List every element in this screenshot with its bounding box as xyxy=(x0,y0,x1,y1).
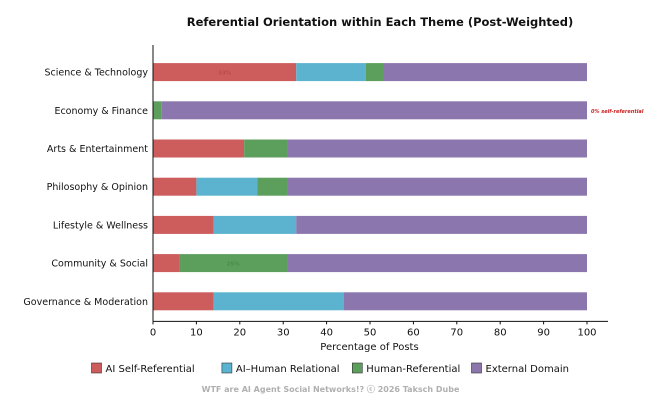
bar-arts-entertainment-external-domain xyxy=(287,139,587,158)
annotation: 33% xyxy=(218,71,232,77)
bar-governance-moderation-external-domain xyxy=(343,292,587,311)
bar-lifestyle-wellness-ai-self-referential xyxy=(153,215,214,234)
x-tick-label: 90 xyxy=(537,327,550,338)
x-tick-label: 70 xyxy=(450,327,463,338)
legend-label: External Domain xyxy=(486,364,569,375)
bar-science-technology-external-domain xyxy=(383,63,587,82)
bar-arts-entertainment-human-referential xyxy=(244,139,288,158)
annotation: 0% self-referential xyxy=(591,109,644,115)
legend: AI Self-Referential AI–Human Relational Hu… xyxy=(91,362,569,375)
bar-science-technology-ai-self-referential xyxy=(153,63,297,82)
bar-philosophy-opinion-ai-self-referential xyxy=(153,177,197,196)
bar-arts-entertainment-ai-self-referential xyxy=(153,139,245,158)
legend-swatch-external-domain xyxy=(471,362,482,374)
bar-lifestyle-wellness-external-domain xyxy=(296,215,587,234)
legend-swatch-human-referential xyxy=(351,362,363,374)
axes-layer: Science & Technology Economy & Finance Art… xyxy=(23,45,608,338)
bar-economy-finance-external-domain xyxy=(161,101,587,120)
y-tick-label: Governance & Moderation xyxy=(23,297,148,308)
bar-science-technology-human-referential xyxy=(365,63,384,82)
x-tick-label: 10 xyxy=(190,327,203,338)
legend-label: AI Self-Referential xyxy=(106,364,195,375)
y-tick-label: Economy & Finance xyxy=(54,106,148,117)
bar-economy-finance-human-referential xyxy=(153,101,162,120)
annotation: 25% xyxy=(227,262,241,268)
footer-credit: WTF are AI Agent Social Networks!? ⓒ 202… xyxy=(201,385,460,394)
legend-swatch-ai-human-relational xyxy=(221,362,233,374)
x-axis-label: Percentage of Posts xyxy=(320,342,418,353)
x-tick-label: 100 xyxy=(577,327,596,338)
legend-label: AI–Human Relational xyxy=(236,364,340,375)
legend-swatch-ai-self-referential xyxy=(91,362,102,374)
x-tick-label: 50 xyxy=(364,327,377,338)
bar-philosophy-opinion-human-referential xyxy=(257,177,288,196)
x-tick-label: 40 xyxy=(320,327,333,338)
y-tick-label: Arts & Entertainment xyxy=(47,144,148,155)
y-tick-label: Lifestyle & Wellness xyxy=(53,220,148,231)
bar-science-technology-ai-human-relational xyxy=(296,63,366,82)
bar-community-social-human-referential xyxy=(179,254,288,273)
bars-layer: 33% 25% 0% self-referential xyxy=(153,63,644,311)
chart-title: Referential Orientation within Each Them… xyxy=(187,15,573,29)
y-tick-label: Community & Social xyxy=(51,259,148,270)
bar-community-social-ai-self-referential xyxy=(153,254,180,273)
bar-philosophy-opinion-external-domain xyxy=(287,177,587,196)
x-tick-label: 20 xyxy=(233,327,246,338)
bar-lifestyle-wellness-ai-human-relational xyxy=(213,215,297,234)
bar-philosophy-opinion-ai-human-relational xyxy=(196,177,258,196)
y-tick-label: Science & Technology xyxy=(45,68,149,79)
bar-governance-moderation-ai-self-referential xyxy=(153,292,214,311)
bar-community-social-external-domain xyxy=(287,254,587,273)
y-tick-label: Philosophy & Opinion xyxy=(47,182,148,193)
x-tick-label: 30 xyxy=(277,327,290,338)
bar-governance-moderation-ai-human-relational xyxy=(213,292,344,311)
x-tick-label: 0 xyxy=(150,327,156,338)
x-tick-label: 80 xyxy=(494,327,507,338)
x-tick-label: 60 xyxy=(407,327,420,338)
legend-label: Human-Referential xyxy=(366,364,460,375)
